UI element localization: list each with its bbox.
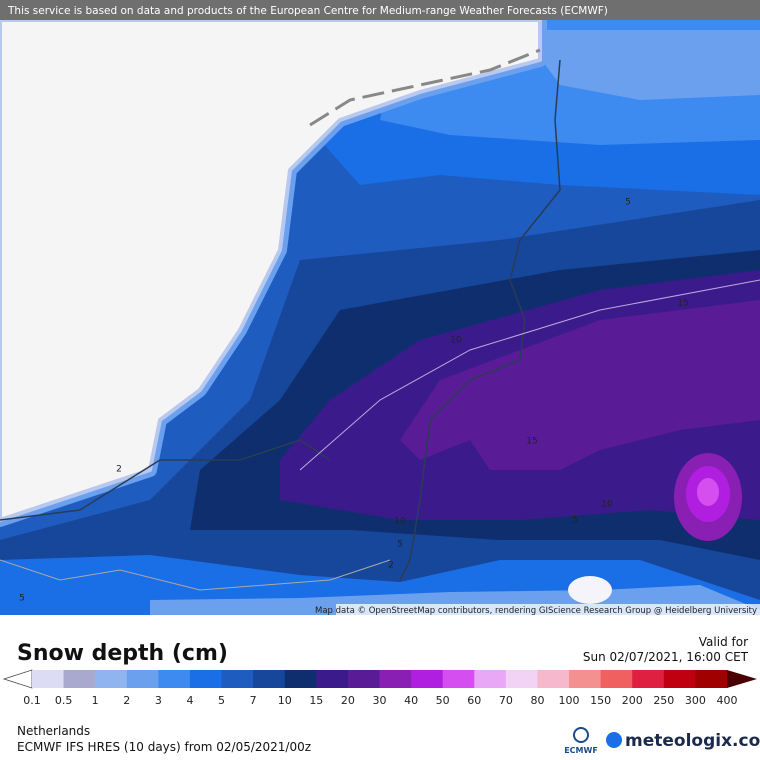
valid-time: Sun 02/07/2021, 16:00 CET: [583, 650, 749, 664]
contour-label: 5: [19, 594, 25, 604]
contour-label: 5: [572, 516, 578, 526]
contour-label: 2: [116, 465, 122, 475]
color-box: [284, 670, 317, 688]
contour-label: 5: [397, 540, 403, 550]
snow-free-patch: [568, 576, 612, 604]
ecmwf-logo: [573, 727, 589, 743]
color-box: [569, 670, 602, 688]
legend-label: 7: [250, 694, 257, 707]
color-box: [411, 670, 444, 688]
legend-label: 400: [717, 694, 738, 707]
attribution-text: Map data © OpenStreetMap contributors, r…: [315, 606, 757, 616]
legend-label: 3: [155, 694, 162, 707]
legend-label: 0.5: [55, 694, 73, 707]
legend-label: 250: [653, 694, 674, 707]
color-box: [442, 670, 475, 688]
band-20-30: [400, 300, 760, 470]
legend-label: 10: [278, 694, 292, 707]
color-box: [474, 670, 507, 688]
color-box: [253, 670, 286, 688]
legend-label: 150: [590, 694, 611, 707]
colorbar: 0.1 0.5 1 2 3 4 5 7 10 15 20 30 40 50 60 70 80 100 150 200 2…: [2, 669, 757, 707]
notice-bar: [0, 0, 760, 20]
legend-label: 20: [341, 694, 355, 707]
color-box: [221, 670, 254, 688]
color-box: [632, 670, 665, 688]
over-arrow: [727, 670, 757, 688]
wadden-islands: [309, 48, 541, 127]
contour-label: 5: [625, 198, 631, 208]
legend-label: 80: [530, 694, 544, 707]
contour-labels: 5 15 10 15 2 10 10 5 5 2 5: [19, 198, 689, 604]
legend-label: 0.1: [23, 694, 41, 707]
ecmwf-text: ECMWF: [564, 746, 598, 755]
map: This service is based on data and produc…: [0, 0, 760, 616]
model-run: ECMWF IFS HRES (10 days) from 02/05/2021…: [17, 740, 311, 754]
color-box: [537, 670, 570, 688]
legend-title: Snow depth (cm): [17, 641, 228, 666]
color-box: [95, 670, 128, 688]
contour-line: [299, 279, 760, 471]
color-box: [379, 670, 412, 688]
color-box: [63, 670, 96, 688]
hotspot-inner: [697, 478, 719, 506]
valid-label: Valid for: [699, 635, 748, 649]
color-box: [316, 670, 349, 688]
brand-text: meteologix.com: [625, 731, 760, 751]
contour-label: 10: [450, 336, 462, 346]
legend-label: 5: [218, 694, 225, 707]
legend-label: 2: [123, 694, 130, 707]
color-box: [347, 670, 380, 688]
legend-label: 4: [186, 694, 193, 707]
legend-label: 100: [559, 694, 580, 707]
color-box: [189, 670, 223, 688]
color-box: [663, 670, 696, 688]
legend-label: 30: [373, 694, 387, 707]
color-box: [505, 670, 538, 688]
brand-logo: [606, 732, 622, 748]
contour-line: [0, 559, 391, 591]
legend-label: 15: [309, 694, 323, 707]
legend-label: 40: [404, 694, 418, 707]
color-box: [695, 670, 728, 688]
border-line: [0, 439, 331, 521]
sea-edge: [0, 18, 542, 522]
legend-label: 60: [467, 694, 481, 707]
color-box: [600, 670, 633, 688]
contour-label: 10: [601, 500, 613, 510]
border-line: [399, 59, 561, 581]
legend-label: 50: [436, 694, 450, 707]
color-box: [32, 670, 65, 688]
legend-label: 300: [685, 694, 706, 707]
legend-label: 1: [92, 694, 99, 707]
contour-label: 15: [677, 299, 688, 309]
legend-label: 200: [622, 694, 643, 707]
attribution-bar: [336, 604, 760, 615]
contour-label: 2: [388, 561, 394, 571]
color-box: [158, 670, 191, 688]
legend-label: 70: [499, 694, 513, 707]
band-2-3: [520, 30, 760, 100]
contour-label: 10: [394, 517, 406, 527]
contour-label: 15: [526, 437, 537, 447]
notice-text: This service is based on data and produc…: [7, 5, 608, 17]
color-box: [126, 670, 159, 688]
region: Netherlands: [17, 724, 90, 738]
